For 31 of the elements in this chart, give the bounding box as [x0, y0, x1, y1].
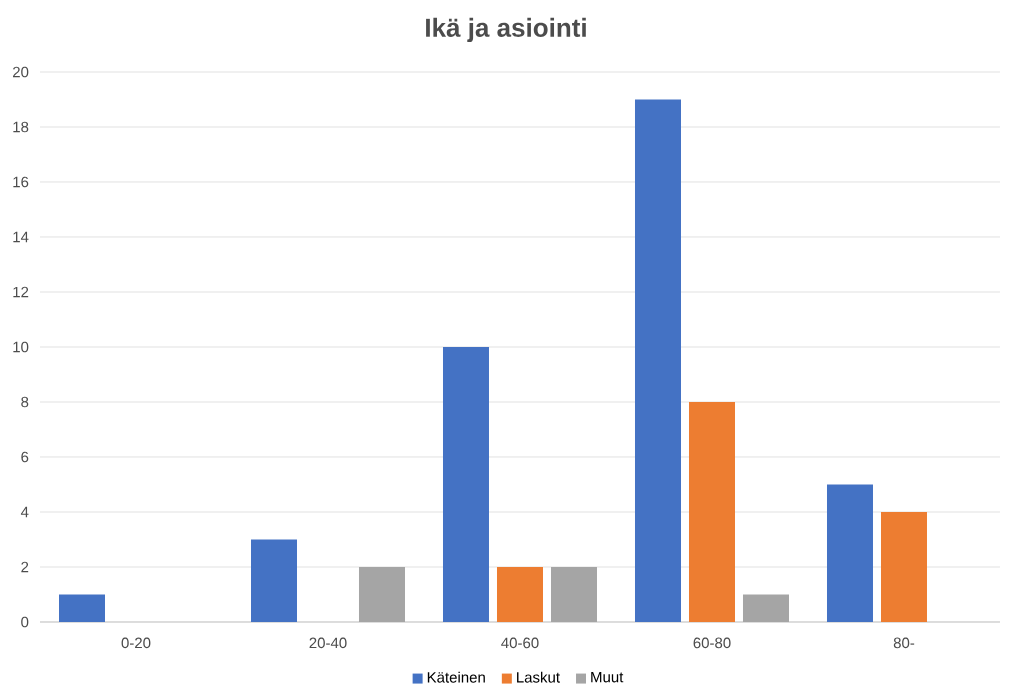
bar — [443, 346, 489, 622]
legend-label: Muut — [591, 671, 624, 683]
legend-label: Käteinen — [427, 671, 485, 683]
bar — [59, 594, 105, 622]
bar — [827, 484, 873, 622]
y-tick-label: 18 — [13, 121, 29, 133]
y-tick-label: 4 — [20, 506, 29, 518]
bar — [743, 594, 789, 622]
y-tick-label: 0 — [21, 616, 29, 628]
x-tick-label: 40-60 — [501, 637, 539, 649]
y-tick-label: 6 — [21, 451, 29, 463]
bar — [880, 511, 927, 622]
bar — [359, 566, 405, 622]
bar — [551, 566, 597, 622]
y-tick-label: 8 — [21, 396, 29, 408]
legend-label: Laskut — [517, 671, 560, 683]
bar — [634, 99, 681, 622]
y-tick-label: 12 — [13, 286, 29, 298]
bar — [496, 566, 543, 622]
y-tick-label: 10 — [13, 341, 29, 353]
chart-title: Ikä ja asiointi — [426, 17, 586, 43]
x-tick-label: 80- — [893, 637, 915, 649]
bar — [251, 539, 297, 622]
x-tick-label: 0-20 — [121, 637, 151, 649]
bar — [689, 401, 735, 622]
x-tick-label: 60-80 — [693, 637, 731, 649]
y-tick-label: 20 — [13, 66, 29, 78]
y-tick-label: 16 — [13, 176, 29, 188]
y-tick-label: 2 — [21, 561, 29, 573]
x-tick-label: 20-40 — [309, 637, 347, 649]
y-tick-label: 14 — [13, 231, 29, 243]
